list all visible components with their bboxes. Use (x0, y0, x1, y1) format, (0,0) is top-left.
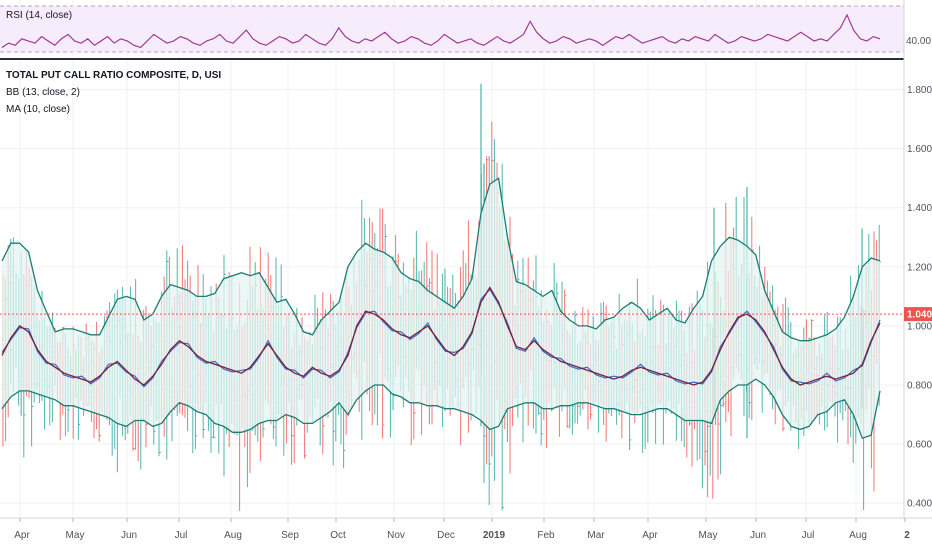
price-badge (904, 307, 932, 322)
x-tick-label: Oct (330, 530, 346, 541)
chart-title: TOTAL PUT CALL RATIO COMPOSITE, D, USI (6, 70, 222, 81)
price-axis-bg (904, 0, 932, 550)
x-tick-label: Aug (224, 530, 242, 541)
rsi-line (1, 13, 881, 49)
rsi-gridlines (0, 0, 932, 60)
x-tick-label: Sep (281, 530, 299, 541)
x-tick-label: Apr (14, 530, 30, 541)
x-tick-label: 2019 (483, 530, 506, 541)
y-tick-label: 0.800 (907, 381, 932, 392)
x-tick-label: May (699, 530, 718, 541)
y-tick-label: 1.000 (907, 321, 932, 332)
rsi-legend-label: RSI (14, close) (6, 10, 73, 21)
y-tick-label: 1.600 (907, 144, 932, 155)
y-tick-label: 0.400 (907, 499, 932, 510)
bb-legend-label: BB (13, close, 2) (6, 87, 80, 98)
x-tick-label: Mar (587, 530, 605, 541)
x-tick-label: Jun (750, 530, 766, 541)
x-tick-label: Jun (121, 530, 137, 541)
bb-upper-line (1, 177, 881, 342)
indicator-lines (0, 177, 904, 440)
bb-band-fill (2, 178, 880, 439)
x-tick-label: Apr (642, 530, 658, 541)
rsi-plot (1, 13, 881, 49)
x-tick-label: Nov (387, 530, 405, 541)
x-tick-label: Dec (437, 530, 455, 541)
x-tick-label: Aug (849, 530, 867, 541)
x-tick-label: Feb (537, 530, 555, 541)
x-tick-label: Jul (175, 530, 188, 541)
y-tick-label: 1.200 (907, 262, 932, 273)
x-tick-label: Jul (802, 530, 815, 541)
x-tick-label: May (66, 530, 85, 541)
ma-legend-label: MA (10, close) (6, 104, 70, 115)
bb-basis-line (1, 288, 881, 388)
y-tick-label: 1.800 (907, 85, 932, 96)
bb-lower-line (1, 378, 881, 440)
y-tick-label: 1.400 (907, 203, 932, 214)
x-tick-label: 2 (904, 530, 910, 541)
rsi-tick-label: 40.00 (906, 36, 931, 47)
price-badge-label: 1.040 (907, 310, 932, 321)
rsi-band-fill (0, 6, 904, 52)
ma-line (1, 286, 881, 386)
y-tick-label: 0.600 (907, 440, 932, 451)
